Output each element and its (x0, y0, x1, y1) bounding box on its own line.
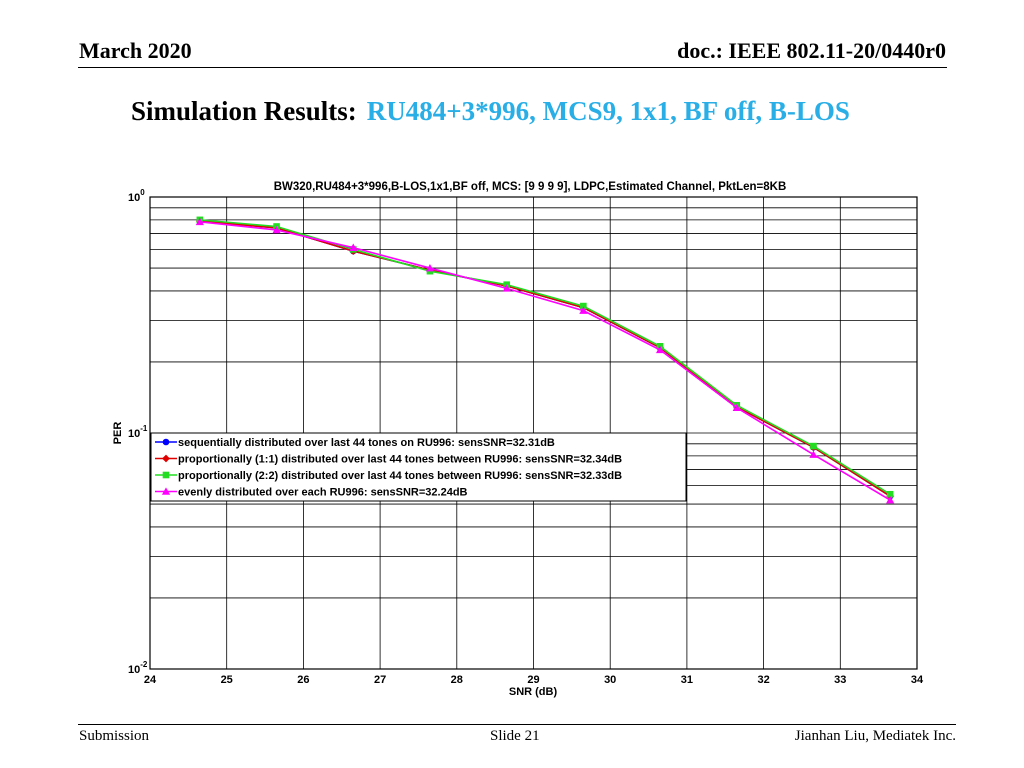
x-tick-label: 24 (144, 674, 157, 686)
header-date: March 2020 (79, 38, 192, 63)
axes: 24 25 26 27 28 29 30 31 32 33 34 100 10-1 10-2 (128, 188, 924, 686)
legend-entry-label: proportionally (2:2) distributed over la… (178, 470, 622, 482)
footer-author: Jianhan Liu, Mediatek Inc. (794, 728, 956, 744)
series-4-line (199, 221, 891, 501)
footer-submission: Submission (79, 728, 150, 744)
series-4-point (502, 284, 511, 292)
legend-box (150, 432, 687, 502)
legend-entry-label: proportionally (1:1) distributed over la… (178, 454, 622, 466)
slide-title-highlight: RU484+3*996, MCS9, 1x1, BF off, B-LOS (366, 96, 850, 126)
y-tick-label: 10-1 (128, 424, 148, 440)
x-tick-label: 30 (604, 674, 616, 686)
series-4-point (579, 306, 588, 314)
x-tick-label: 28 (451, 674, 463, 686)
x-tick-label: 32 (757, 674, 769, 686)
x-tick-label: 33 (834, 674, 846, 686)
series-3-point (810, 442, 817, 450)
x-tick-label: 29 (527, 674, 539, 686)
slide-title: Simulation Results: RU484+3*996, MCS9, 1x… (131, 96, 850, 127)
legend-marker (161, 487, 171, 495)
legend: sequentially distributed over last 44 to… (150, 432, 687, 502)
y-tick-label: 100 (128, 188, 145, 204)
slide-title-prefix: Simulation Results: (131, 96, 357, 126)
series-3-line (199, 219, 891, 495)
header-doc-id: doc.: IEEE 802.11-20/0440r0 (677, 38, 946, 63)
series-layer (195, 216, 895, 504)
series-4-point (195, 217, 204, 226)
footer-slide-number: Slide 21 (490, 728, 540, 744)
legend-entry-label: evenly distributed over each RU996: sens… (178, 487, 468, 499)
y-axis-label: PER (112, 422, 124, 445)
series-4-point (272, 225, 281, 234)
series-4-point (425, 263, 435, 272)
x-tick-label: 26 (297, 674, 309, 686)
legend-marker (162, 438, 170, 446)
series-3-point (580, 302, 587, 310)
series-4-point (809, 450, 818, 458)
series-4-point (655, 345, 665, 354)
x-tick-label: 27 (374, 674, 386, 686)
x-axis-label: SNR (dB) (509, 686, 558, 698)
chart-title: BW320,RU484+3*996,B-LOS,1x1,BF off, MCS:… (274, 181, 787, 193)
series-3-point (886, 490, 894, 498)
y-tick-label: 10-2 (128, 660, 148, 676)
header-rule (78, 67, 947, 68)
legend-marker (162, 454, 170, 463)
x-tick-label: 34 (911, 674, 924, 686)
series-4 (195, 217, 895, 504)
series-4-point (349, 243, 358, 251)
plot-frame (149, 196, 918, 670)
legend-entry-label: sequentially distributed over last 44 to… (178, 437, 555, 449)
x-tick-label: 25 (221, 674, 233, 686)
footer-rule (78, 724, 956, 725)
series-4-point (732, 403, 741, 411)
series-4-point (886, 495, 895, 504)
x-tick-label: 31 (681, 674, 693, 686)
legend-marker (162, 471, 170, 479)
